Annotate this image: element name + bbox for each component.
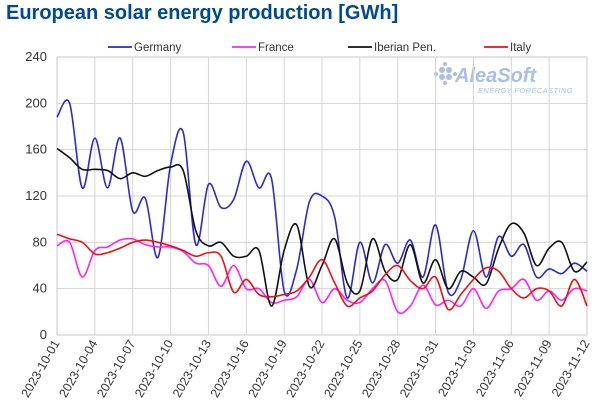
legend: Germany France Iberian Pen. Italy (108, 42, 531, 54)
logo-dot-5 (453, 72, 457, 76)
y-tick-label-200: 200 (25, 95, 47, 110)
watermark-tagline: ENERGY FORECASTING (478, 86, 573, 95)
series-line-italy (56, 233, 588, 311)
logo-dot-6 (443, 62, 447, 66)
legend-label-iberian-pen: Iberian Pen. (374, 42, 436, 54)
series-line-france (56, 237, 588, 315)
x-tick-label-2023-10-13: 2023-10-13 (170, 337, 214, 399)
x-tick-label-2023-11-12: 2023-11-12 (549, 337, 593, 399)
x-tick-label-2023-10-19: 2023-10-19 (246, 337, 290, 399)
gridlines (56, 56, 588, 336)
series-lines (56, 99, 588, 315)
watermark: AleaSoft ENERGY FORECASTING (434, 62, 573, 95)
chart-title: European solar energy production [GWh] (6, 2, 399, 24)
x-tick-label-2023-10-31: 2023-10-31 (397, 337, 441, 399)
y-tick-label-40: 40 (33, 281, 47, 296)
legend-label-germany: Germany (134, 42, 182, 54)
plot-frame (56, 56, 588, 336)
watermark-brand: AleaSoft (454, 65, 537, 87)
logo-dot-2 (439, 74, 445, 80)
legend-label-italy: Italy (510, 42, 531, 54)
x-tick-label-2023-10-22: 2023-10-22 (283, 337, 327, 399)
x-tick-label-2023-10-01: 2023-10-01 (18, 337, 62, 399)
x-tick-label-2023-10-10: 2023-10-10 (132, 337, 176, 399)
x-axis-ticks: 2023-10-012023-10-042023-10-072023-10-10… (18, 337, 592, 399)
x-tick-label-2023-10-25: 2023-10-25 (321, 337, 365, 399)
y-tick-label-120: 120 (25, 188, 47, 203)
legend-label-france: France (258, 42, 294, 54)
y-tick-label-80: 80 (33, 234, 47, 249)
logo-dot-7 (443, 81, 447, 85)
aleasoft-logo-icon (434, 62, 457, 85)
y-tick-label-160: 160 (25, 142, 47, 157)
x-tick-label-2023-10-07: 2023-10-07 (94, 337, 138, 399)
x-tick-label-2023-11-06: 2023-11-06 (473, 337, 517, 399)
logo-dot-1 (446, 67, 452, 73)
x-tick-label-2023-11-09: 2023-11-09 (511, 337, 555, 399)
x-tick-label-2023-10-04: 2023-10-04 (56, 337, 100, 399)
y-tick-label-240: 240 (25, 49, 47, 64)
x-tick-label-2023-10-16: 2023-10-16 (208, 337, 252, 399)
series-line-germany (56, 99, 588, 299)
x-tick-label-2023-10-28: 2023-10-28 (359, 337, 403, 399)
series-line-iberian-pen (56, 147, 588, 307)
logo-dot-3 (446, 74, 452, 80)
logo-dot-0 (439, 67, 445, 73)
y-axis-ticks: 0 40 80 120 160 200 240 (25, 49, 47, 342)
x-tick-label-2023-11-03: 2023-11-03 (435, 337, 479, 399)
y-tick-label-0: 0 (40, 327, 47, 342)
